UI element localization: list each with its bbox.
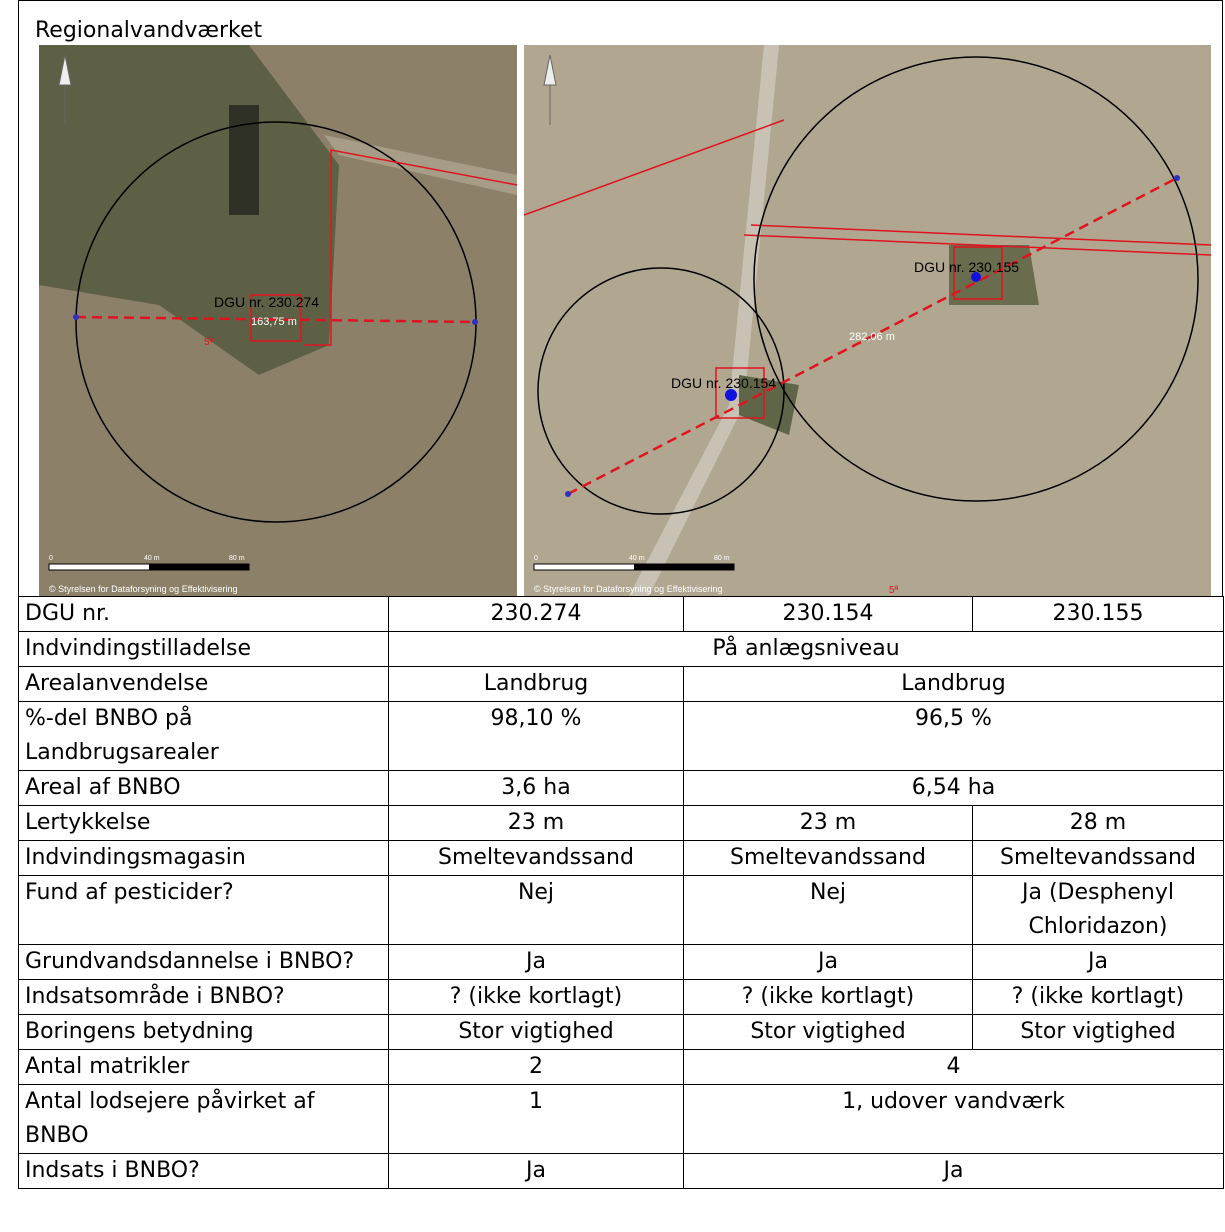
cell: 230.155: [972, 596, 1224, 632]
table-row: Indsatsområde i BNBO?? (ikke kortlagt)? …: [18, 979, 1224, 1015]
row-label: Fund af pesticider?: [18, 875, 389, 945]
map-label: 5ª: [204, 337, 214, 348]
cell: Ja (Desphenyl Chloridazon): [972, 875, 1224, 945]
cell: Stor vigtighed: [683, 1014, 973, 1050]
scale-label: 40 m: [144, 555, 160, 562]
cell: 98,10 %: [388, 701, 684, 771]
cell: Ja: [972, 944, 1224, 980]
table-row: Boringens betydning Stor vigtighed Stor vi…: [18, 1014, 1224, 1050]
row-label: Indsats i BNBO?: [18, 1153, 389, 1189]
row-label: Boringens betydning: [18, 1014, 389, 1050]
table-row: Indvindingstilladelse På anlægsniveau: [18, 631, 1224, 667]
scale-label: 80 m: [229, 555, 245, 562]
row-label: Antal lodsejere påvirket af BNBO: [18, 1084, 389, 1154]
table-row: Indvindingsmagasin Smeltevandssand Smeltev…: [18, 840, 1224, 876]
cell: Landbrug: [388, 666, 684, 702]
map-right: DGU nr. 230.154 DGU nr. 230.155 282,06 m…: [524, 45, 1211, 596]
cell: Nej: [388, 875, 684, 945]
table-row: Areal af BNBO 3,6 ha 6,54 ha: [18, 770, 1224, 806]
row-label: Indvindingstilladelse: [18, 631, 389, 667]
row-label: Lertykkelse: [18, 805, 389, 841]
map-label: DGU nr. 230.154: [671, 375, 776, 391]
table-row: Fund af pesticider? Nej Nej Ja (Desphenyl C…: [18, 875, 1224, 945]
cell: ? (ikke kortlagt): [388, 979, 684, 1015]
row-label: Areal af BNBO: [18, 770, 389, 806]
row-label: Antal matrikler: [18, 1049, 389, 1085]
cell: Ja: [388, 1153, 684, 1189]
row-label: Indvindingsmagasin: [18, 840, 389, 876]
cell: Ja: [683, 1153, 1224, 1189]
cell: Ja: [683, 944, 973, 980]
cell: Stor vigtighed: [972, 1014, 1224, 1050]
scale-label: 0: [534, 555, 538, 562]
map-left: DGU nr. 230.274 163,75 m 5ª 0 40 m 80 m …: [39, 45, 517, 596]
row-label: Indsatsområde i BNBO?: [18, 979, 389, 1015]
cell: 230.154: [683, 596, 973, 632]
cell: 2: [388, 1049, 684, 1085]
cell: Smeltevandssand: [388, 840, 684, 876]
scale-label: 0: [49, 555, 53, 562]
credit: © Styrelsen for Dataforsyning og Effekti…: [534, 584, 723, 594]
cell: Landbrug: [683, 666, 1224, 702]
table-row: Indsats i BNBO? Ja Ja: [18, 1153, 1224, 1189]
row-label: Grundvandsdannelse i BNBO?: [18, 944, 389, 980]
cell: På anlægsniveau: [388, 631, 1224, 667]
title: Regionalvandværket: [35, 18, 263, 43]
cell: 28 m: [972, 805, 1224, 841]
cell: 1, udover vandværk: [683, 1084, 1224, 1154]
cell: 230.274: [388, 596, 684, 632]
map-label: DGU nr. 230.274: [214, 294, 319, 310]
scale-label: 80 m: [714, 555, 730, 562]
credit: © Styrelsen for Dataforsyning og Effekti…: [49, 584, 238, 594]
cell: Nej: [683, 875, 973, 945]
cell: 3,6 ha: [388, 770, 684, 806]
table-row: Arealanvendelse Landbrug Landbrug: [18, 666, 1224, 702]
table-row: Grundvandsdannelse i BNBO? Ja Ja Ja: [18, 944, 1224, 980]
map-label: 163,75 m: [251, 316, 297, 328]
cell: ? (ikke kortlagt): [683, 979, 973, 1015]
row-label: %-del BNBO på Landbrugsarealer: [18, 701, 389, 771]
row-label: DGU nr.: [18, 596, 389, 632]
header-cell: Regionalvandværket DGU nr. 230.274 163,7…: [18, 0, 1223, 597]
cell: ? (ikke kortlagt): [972, 979, 1224, 1015]
cell: 1: [388, 1084, 684, 1154]
cell: Stor vigtighed: [388, 1014, 684, 1050]
maps: DGU nr. 230.274 163,75 m 5ª 0 40 m 80 m …: [39, 45, 1211, 596]
table-row: Antal matrikler 2 4: [18, 1049, 1224, 1085]
data-table: DGU nr. 230.274 230.154 230.155 Indvindingst…: [18, 596, 1224, 1189]
scale-label: 40 m: [629, 555, 645, 562]
table-row: Antal lodsejere påvirket af BNBO 1 1, udov…: [18, 1084, 1224, 1154]
cell: 96,5 %: [683, 701, 1224, 771]
cell: 4: [683, 1049, 1224, 1085]
table-row: %-del BNBO på Landbrugsarealer 98,10 % 96,…: [18, 701, 1224, 771]
map-label: 282,06 m: [849, 331, 895, 343]
table-row: Lertykkelse 23 m 23 m 28 m: [18, 805, 1224, 841]
cell: 23 m: [388, 805, 684, 841]
map-label: 5ª: [889, 585, 899, 596]
cell: Smeltevandssand: [972, 840, 1224, 876]
cell: Ja: [388, 944, 684, 980]
map-label: DGU nr. 230.155: [914, 259, 1019, 275]
cell: 6,54 ha: [683, 770, 1224, 806]
cell: Smeltevandssand: [683, 840, 973, 876]
row-label: Arealanvendelse: [18, 666, 389, 702]
cell: 23 m: [683, 805, 973, 841]
table-row: DGU nr. 230.274 230.154 230.155: [18, 596, 1224, 632]
